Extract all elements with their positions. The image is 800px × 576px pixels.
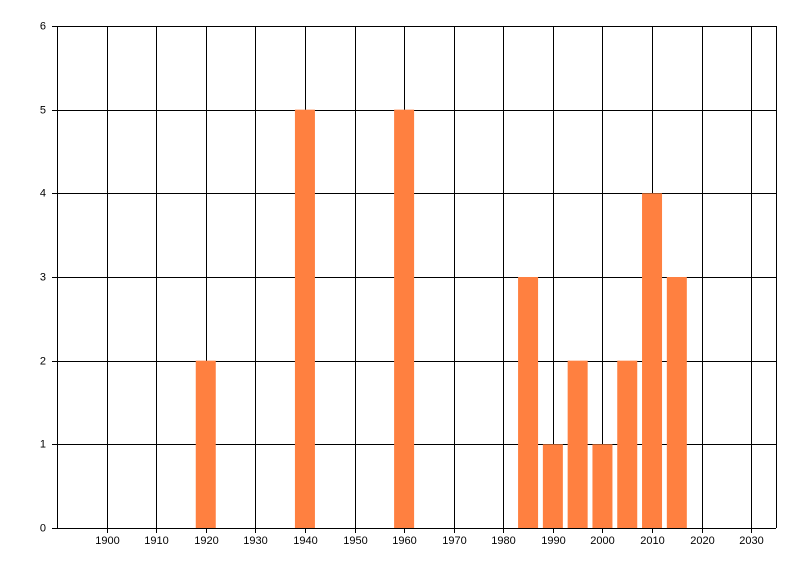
x-tick-label: 1910 (144, 535, 168, 547)
bar (195, 360, 216, 528)
y-tick-label: 0 (40, 522, 46, 534)
x-tick-label: 1950 (343, 535, 367, 547)
x-tick-label: 1970 (442, 535, 466, 547)
bar (567, 360, 588, 528)
y-tick-label: 4 (40, 187, 46, 199)
x-tick-label: 1960 (392, 535, 416, 547)
x-tick-label: 1930 (243, 535, 267, 547)
x-tick-label: 2000 (590, 535, 614, 547)
x-tick-label: 1920 (194, 535, 218, 547)
bar (617, 360, 638, 528)
bar (542, 444, 563, 528)
y-tick-label: 3 (40, 271, 46, 283)
x-tick-label: 2020 (690, 535, 714, 547)
x-tick-label: 1900 (95, 535, 119, 547)
bar (666, 277, 687, 528)
y-tick-label: 2 (40, 355, 46, 367)
y-tick-label: 1 (40, 438, 46, 450)
bar (294, 109, 315, 529)
x-tick-label: 1980 (491, 535, 515, 547)
x-tick-label: 2010 (640, 535, 664, 547)
bar (394, 109, 415, 529)
bar (518, 277, 539, 528)
x-tick-label: 2030 (739, 535, 763, 547)
x-tick-label: 1940 (293, 535, 317, 547)
y-tick-label: 6 (40, 20, 46, 32)
y-tick-label: 5 (40, 104, 46, 116)
x-tick-label: 1990 (541, 535, 565, 547)
bar (592, 444, 613, 528)
bar (642, 193, 663, 529)
